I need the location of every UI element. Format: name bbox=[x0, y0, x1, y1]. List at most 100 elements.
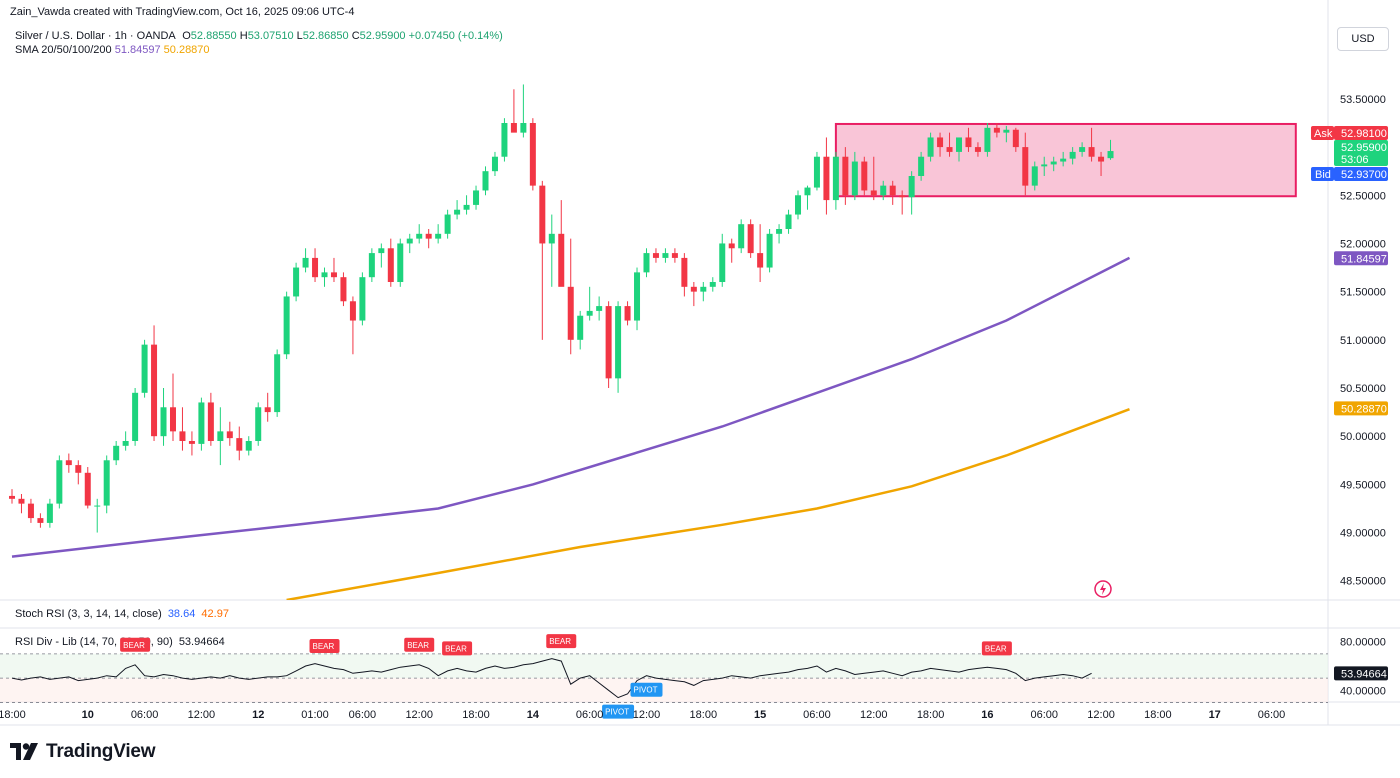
rsi-value-label: 53.94664 bbox=[1341, 668, 1387, 680]
x-tick-label: 15 bbox=[754, 709, 766, 721]
candle-body bbox=[198, 402, 205, 444]
ohlc-open-value: 52.88550 bbox=[190, 30, 237, 42]
candle-body bbox=[757, 253, 764, 268]
candle-body bbox=[378, 248, 385, 254]
candle-body bbox=[27, 503, 34, 519]
candle-body bbox=[84, 472, 91, 506]
candle-body bbox=[1050, 161, 1057, 165]
x-tick-label: 01:00 bbox=[301, 709, 329, 721]
x-tick-label: 17 bbox=[1209, 709, 1221, 721]
candle-body bbox=[795, 195, 802, 215]
x-tick-label: 06:00 bbox=[349, 709, 377, 721]
candle-body bbox=[785, 214, 792, 229]
candle-body bbox=[946, 147, 953, 152]
bear-marker bbox=[546, 634, 577, 649]
candle-body bbox=[18, 498, 25, 504]
candle-body bbox=[974, 147, 981, 152]
candle-body bbox=[804, 187, 811, 196]
candle-body bbox=[501, 123, 508, 157]
candle-body bbox=[226, 431, 233, 439]
bid-tag: Bid bbox=[1315, 169, 1331, 181]
candle-body bbox=[937, 137, 944, 148]
sma-line-purple bbox=[11, 256, 1131, 558]
candle-body bbox=[558, 233, 565, 287]
candle-body bbox=[918, 156, 925, 176]
pivot-marker bbox=[602, 704, 635, 719]
sma-title: SMA 20/50/100/200 bbox=[15, 44, 112, 56]
candle-body bbox=[132, 392, 139, 441]
y-tick-label: 49.50000 bbox=[1340, 479, 1386, 491]
candle-body bbox=[37, 518, 44, 523]
candle-body bbox=[956, 137, 962, 152]
bear-marker-label: BEAR bbox=[445, 644, 467, 653]
x-tick-label: 18:00 bbox=[462, 709, 490, 721]
candle-body bbox=[46, 503, 53, 523]
x-tick-label: 14 bbox=[527, 709, 540, 721]
candle-body bbox=[615, 306, 622, 379]
ohlc-close-label: C bbox=[351, 30, 360, 42]
rsi-lower-zone bbox=[0, 678, 1328, 703]
candle-body bbox=[302, 257, 309, 268]
candle-body bbox=[368, 253, 375, 278]
rsi-y-tick-label: 80.00000 bbox=[1340, 637, 1386, 649]
candle-body bbox=[908, 176, 915, 198]
y-tick-label: 49.00000 bbox=[1340, 528, 1386, 540]
sma-b-price-label: 50.28870 bbox=[1341, 403, 1387, 415]
symbol-legend[interactable]: Silver / U.S. Dollar · 1h · OANDA O52.88… bbox=[15, 30, 503, 42]
bear-marker bbox=[981, 641, 1012, 656]
y-tick-label: 53.50000 bbox=[1340, 94, 1386, 106]
candle-body bbox=[567, 286, 574, 340]
candle-body bbox=[340, 277, 347, 302]
ask-price-label-bg bbox=[1334, 126, 1388, 140]
rsi-line bbox=[11, 658, 1092, 699]
candle-body bbox=[766, 233, 773, 268]
tradingview-logo[interactable]: TradingView bbox=[10, 741, 156, 763]
currency-button[interactable]: USD bbox=[1337, 27, 1389, 51]
candle-body bbox=[861, 161, 868, 191]
candle-body bbox=[1098, 156, 1105, 162]
candle-body bbox=[217, 431, 224, 441]
y-tick-label: 52.50000 bbox=[1340, 190, 1386, 202]
candle-body bbox=[634, 272, 641, 321]
sma-legend[interactable]: SMA 20/50/100/200 51.84597 50.28870 bbox=[15, 44, 210, 56]
x-tick-label: 18:00 bbox=[917, 709, 945, 721]
candle-body bbox=[671, 253, 678, 258]
bear-marker-label: BEAR bbox=[549, 637, 571, 646]
bear-marker bbox=[120, 637, 151, 652]
candle-body bbox=[330, 272, 337, 278]
stoch-rsi-legend[interactable]: Stoch RSI (3, 3, 14, 14, close) 38.64 42… bbox=[15, 608, 229, 620]
candle-body bbox=[1041, 164, 1048, 167]
candle-body bbox=[1012, 129, 1019, 148]
x-tick-label: 06:00 bbox=[1030, 709, 1058, 721]
candle-body bbox=[719, 243, 726, 282]
candle-body bbox=[207, 402, 214, 441]
x-tick-label: 06:00 bbox=[576, 709, 604, 721]
bid-tag-bg bbox=[1311, 167, 1334, 181]
candle-body bbox=[406, 238, 413, 244]
ohlc-close-value: 52.95900 bbox=[359, 30, 406, 42]
candle-body bbox=[482, 171, 489, 191]
sma-a-price-label-bg bbox=[1334, 251, 1388, 266]
candle-body bbox=[321, 272, 328, 278]
candle-body bbox=[65, 460, 72, 466]
x-tick-label: 18:00 bbox=[1144, 709, 1172, 721]
x-tick-label: 12:00 bbox=[405, 709, 433, 721]
sma-value-2: 50.28870 bbox=[163, 44, 210, 56]
candle-body bbox=[255, 407, 262, 441]
candle-body bbox=[274, 354, 281, 413]
rsi-y-tick-label: 40.00000 bbox=[1340, 685, 1386, 697]
candle-body bbox=[454, 209, 461, 215]
candle-body bbox=[264, 407, 271, 413]
candle-body bbox=[851, 161, 858, 196]
stoch-rsi-k: 38.64 bbox=[167, 608, 196, 620]
candle-body bbox=[236, 438, 243, 451]
candle-body bbox=[529, 123, 536, 186]
pivot-marker bbox=[630, 682, 663, 697]
candle-body bbox=[103, 460, 110, 506]
rsi-upper-zone bbox=[0, 653, 1328, 679]
rsi-value-bg bbox=[1334, 666, 1388, 681]
candle-body bbox=[1079, 147, 1086, 152]
candle-body bbox=[662, 253, 669, 258]
y-tick-label: 50.50000 bbox=[1340, 383, 1386, 395]
